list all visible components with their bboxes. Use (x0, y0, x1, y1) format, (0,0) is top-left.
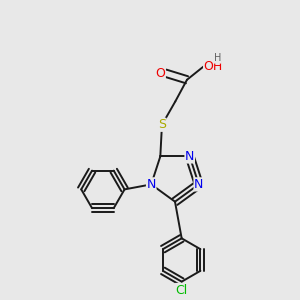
Text: N: N (146, 178, 156, 191)
Text: OH: OH (204, 60, 223, 73)
Text: S: S (158, 118, 166, 131)
Text: Cl: Cl (176, 284, 188, 296)
Text: H: H (214, 53, 221, 63)
Text: O: O (155, 67, 165, 80)
Text: N: N (194, 178, 203, 191)
Text: N: N (185, 150, 194, 163)
